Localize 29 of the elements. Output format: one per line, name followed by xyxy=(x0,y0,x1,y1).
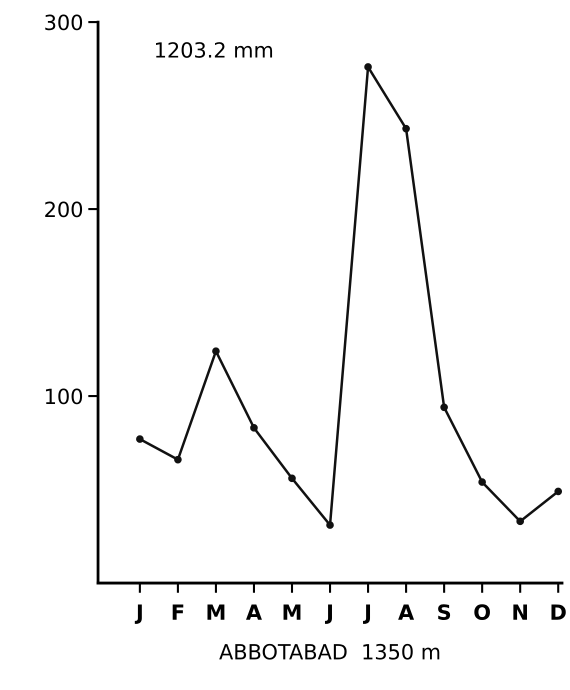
point xyxy=(174,456,182,464)
x-tick-label: N xyxy=(513,604,527,620)
point xyxy=(136,435,144,443)
point xyxy=(402,124,410,132)
x-axis-title: ABBOTABAD 1350 m xyxy=(219,644,440,660)
point xyxy=(288,474,296,482)
x-tick-label: F xyxy=(172,604,184,620)
point xyxy=(516,518,524,526)
x-tick-label: D xyxy=(551,604,566,620)
x-tick-label: M xyxy=(284,604,300,620)
point xyxy=(554,488,562,496)
point xyxy=(326,521,334,529)
point xyxy=(212,347,220,355)
point xyxy=(440,403,448,412)
x-tick-label: J xyxy=(363,604,370,624)
y-tick-label: 100 xyxy=(46,388,82,404)
point xyxy=(478,478,486,486)
y-tick-label: 200 xyxy=(45,202,82,218)
x-tick-label: J xyxy=(134,604,142,624)
point xyxy=(250,424,258,432)
y-tick-label: 300 xyxy=(45,14,82,30)
x-tick-label: A xyxy=(246,604,262,620)
x-tick-label: O xyxy=(474,604,490,620)
x-tick-label: S xyxy=(438,604,450,620)
x-tick-label: A xyxy=(398,604,414,620)
x-tick-label: J xyxy=(324,604,332,624)
x-tick-label: M xyxy=(207,604,224,620)
annotation: 1203.2 mm xyxy=(156,42,272,58)
point xyxy=(364,63,372,71)
